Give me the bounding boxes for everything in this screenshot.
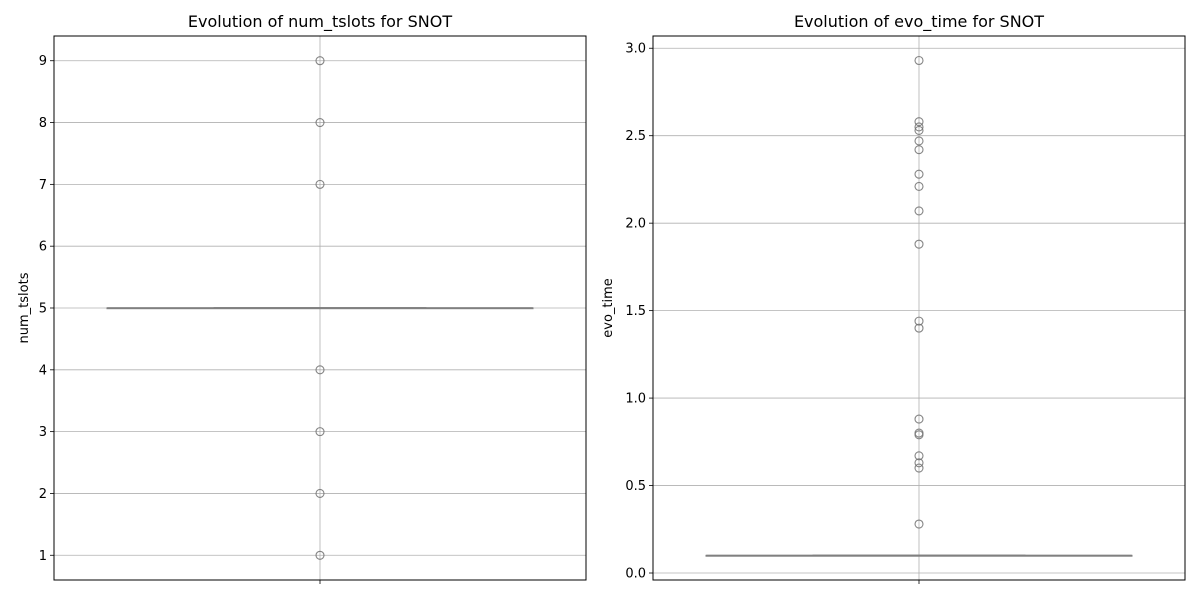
outlier-point [914,414,924,424]
outlier-point [914,145,924,155]
outlier-point [315,427,325,437]
y-tick-label: 5 [39,302,47,317]
y-tick-label: 3 [39,425,47,440]
y-tick-label: 0.5 [625,479,646,494]
chart-title: Evolution of evo_time for SNOT [794,12,1044,32]
outlier-point [914,430,924,440]
outlier-point [315,488,325,499]
plot-frame [53,35,587,581]
y-axis-label: evo_time [601,278,616,338]
y-tick-label: 1 [39,549,47,564]
outlier-point [914,181,924,191]
grid [653,36,1185,580]
outlier-point [315,550,325,560]
outlier-point [914,519,924,529]
chart-num-tslots: Evolution of num_tslots for SNOT num_tsl… [17,12,587,584]
y-tick-label: 2.0 [625,217,646,232]
outlier-point [914,117,924,127]
outlier-points [914,55,924,529]
outlier-point [914,55,924,66]
outlier-point [914,122,924,132]
outlier-point [914,136,924,146]
box-plot [106,307,534,310]
y-tick-label: 9 [39,54,47,69]
y-tick-label: 2 [39,487,47,502]
outlier-point [315,365,325,375]
outlier-points [315,56,325,560]
outlier-point [914,316,924,326]
chart-title: Evolution of num_tslots for SNOT [188,12,452,32]
outlier-point [315,56,325,66]
outlier-point [914,463,924,473]
chart-evo-time: Evolution of evo_time for SNOT evo_time … [601,12,1186,584]
outlier-point [914,239,924,249]
y-tick-label: 3.0 [625,42,646,57]
outlier-point [914,206,924,216]
y-axis-label: num_tslots [17,272,32,343]
y-axis: 1 2 3 4 5 6 7 8 9 [39,54,321,584]
box-plot [705,554,1133,557]
y-tick-label: 7 [39,178,47,193]
outlier-point [315,179,325,189]
outlier-point [914,125,924,136]
y-axis: 0.0 0.5 1.0 1.5 2.0 2.5 3.0 [625,42,920,584]
y-tick-label: 0.0 [625,567,646,582]
y-tick-label: 6 [39,240,47,255]
y-tick-label: 4 [39,363,47,378]
y-tick-label: 2.5 [625,129,646,144]
y-tick-label: 1.5 [625,304,646,319]
plot-frame [652,35,1186,581]
y-tick-label: 1.0 [625,392,646,407]
outlier-point [914,458,924,468]
outlier-point [315,117,325,128]
outlier-point [914,169,924,179]
outlier-point [914,323,924,333]
outlier-point [914,451,924,461]
y-tick-label: 8 [39,116,47,131]
